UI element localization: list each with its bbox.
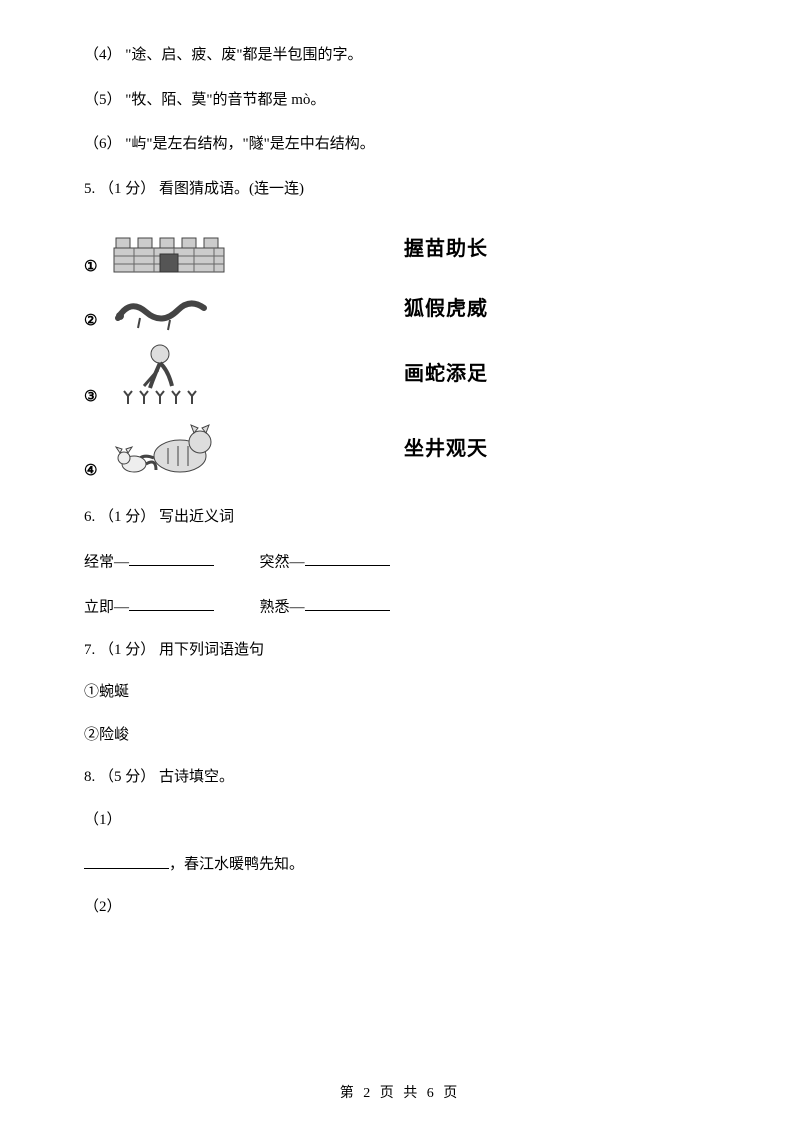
sub-item-4: （4） "途、启、疲、废"都是半包围的字。: [84, 44, 716, 67]
question-8-label: 8. （5 分） 古诗填空。: [84, 766, 716, 789]
matching-block: ①: [84, 220, 716, 482]
q6-1b-text: 突然—: [260, 554, 305, 570]
page-footer: 第 2 页 共 6 页: [0, 1083, 800, 1104]
seedling-child-icon: [110, 340, 228, 408]
q8-line1-tail: ，春江水暖鸭先知。: [169, 857, 304, 873]
picture-1: [110, 220, 274, 278]
q6-blank-2b[interactable]: [305, 594, 390, 612]
q6-row1: 经常— 突然—: [84, 549, 716, 574]
q6-2a-text: 立即—: [84, 599, 129, 615]
picture-3: [110, 340, 274, 408]
wall-well-icon: [110, 220, 228, 278]
q6-blank-2a[interactable]: [129, 594, 214, 612]
match-row-4: ④ 坐井观天: [84, 416, 716, 482]
q8-line1: ，春江水暖鸭先知。: [84, 851, 716, 876]
snake-icon: [110, 286, 228, 332]
q6-blank-1a[interactable]: [129, 549, 214, 567]
q7-item-2: ②险峻: [84, 724, 716, 747]
circle-num-3: ③: [84, 386, 106, 409]
question-7-label: 7. （1 分） 用下列词语造句: [84, 639, 716, 662]
circle-num-4: ④: [84, 460, 106, 483]
circle-num-1: ①: [84, 256, 106, 279]
picture-4: [110, 416, 274, 482]
fox-tiger-icon: [110, 416, 228, 482]
circle-num-2: ②: [84, 310, 106, 333]
idiom-3: 画蛇添足: [404, 359, 488, 389]
idiom-2: 狐假虎威: [404, 294, 488, 324]
question-5-label: 5. （1 分） 看图猜成语。(连一连): [84, 178, 716, 201]
match-row-2: ② 狐假虎威: [84, 286, 716, 332]
picture-2: [110, 286, 274, 332]
sub-item-6: （6） "屿"是左右结构，"隧"是左中右结构。: [84, 133, 716, 156]
q8-sub1: （1）: [84, 809, 716, 832]
q6-row2: 立即— 熟悉—: [84, 594, 716, 619]
q8-sub2: （2）: [84, 896, 716, 919]
match-row-3: ③ 画蛇添足: [84, 340, 716, 408]
sub-item-5: （5） "牧、陌、莫"的音节都是 mò。: [84, 89, 716, 112]
q8-blank-1[interactable]: [84, 851, 169, 869]
q7-item-1: ①蜿蜒: [84, 681, 716, 704]
idiom-4: 坐井观天: [404, 434, 488, 464]
q6-blank-1b[interactable]: [305, 549, 390, 567]
q6-2b-text: 熟悉—: [260, 599, 305, 615]
question-6-label: 6. （1 分） 写出近义词: [84, 506, 716, 529]
idiom-1: 握苗助长: [404, 234, 488, 264]
q6-1a-text: 经常—: [84, 554, 129, 570]
match-row-1: ①: [84, 220, 716, 278]
